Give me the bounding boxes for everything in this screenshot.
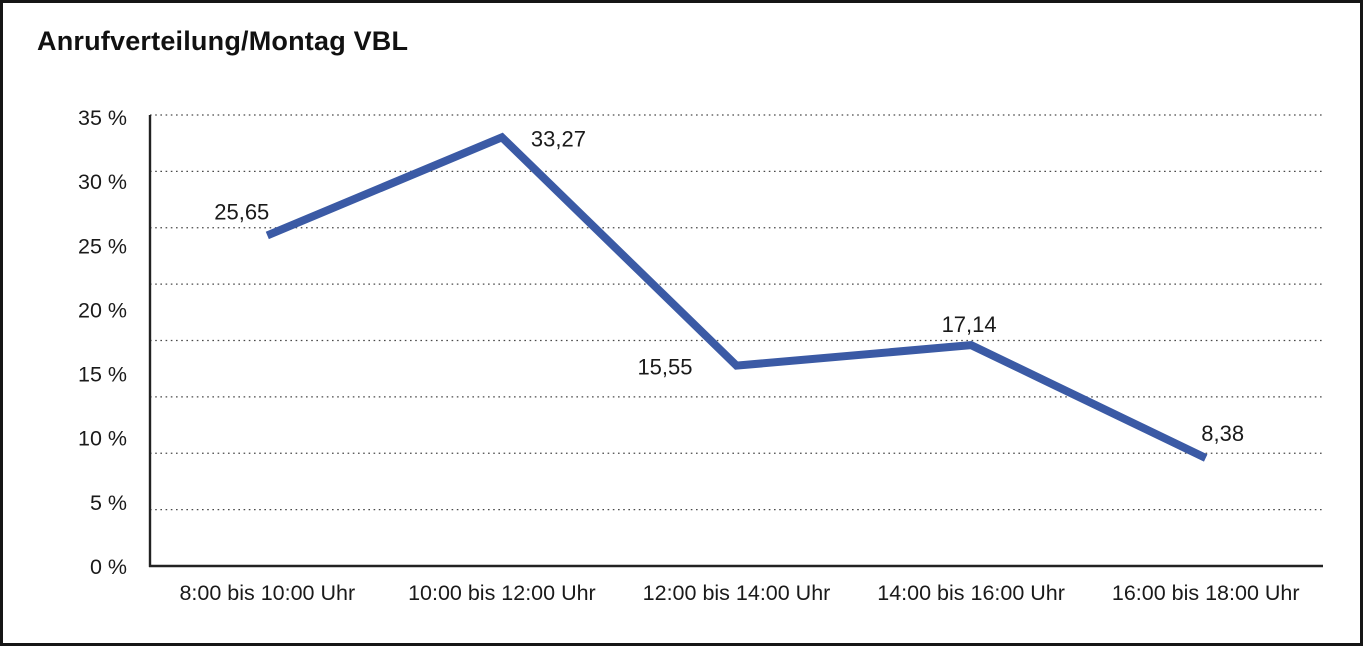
y-axis-label: 35 % — [78, 106, 127, 130]
data-label: 33,27 — [531, 126, 586, 151]
data-label: 25,65 — [214, 199, 269, 224]
x-axis-label: 8:00 bis 10:00 Uhr — [179, 581, 355, 605]
x-axis-label: 10:00 bis 12:00 Uhr — [408, 581, 596, 605]
data-label: 8,38 — [1201, 421, 1244, 446]
y-axis-label: 5 % — [90, 491, 127, 515]
y-axis-label: 15 % — [78, 363, 127, 387]
y-axis-label: 30 % — [78, 170, 127, 194]
data-label: 17,14 — [942, 312, 997, 337]
y-axis-label: 10 % — [78, 427, 127, 451]
y-axis-label: 25 % — [78, 234, 127, 258]
y-axis-label: 0 % — [90, 555, 127, 579]
chart-title: Anrufverteilung/Montag VBL — [37, 26, 409, 56]
x-axis-label: 14:00 bis 16:00 Uhr — [877, 581, 1065, 605]
series-line — [265, 132, 1208, 462]
y-axis-label: 20 % — [78, 298, 127, 322]
x-axis-label: 12:00 bis 14:00 Uhr — [643, 581, 831, 605]
data-label: 15,55 — [637, 355, 692, 380]
x-axis-label: 16:00 bis 18:00 Uhr — [1112, 581, 1300, 605]
